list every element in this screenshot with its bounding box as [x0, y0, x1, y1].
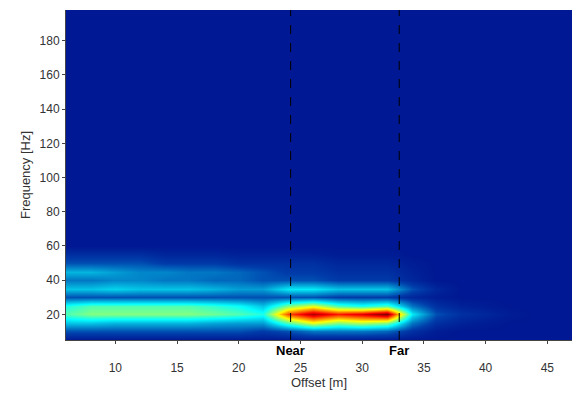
svg-text:25: 25 [294, 361, 308, 375]
svg-text:40: 40 [46, 273, 60, 287]
svg-text:180: 180 [40, 34, 60, 48]
svg-text:Frequency [Hz]: Frequency [Hz] [18, 131, 33, 219]
svg-text:30: 30 [356, 361, 370, 375]
svg-text:40: 40 [479, 361, 493, 375]
svg-text:35: 35 [417, 361, 431, 375]
svg-text:Far: Far [389, 343, 409, 358]
svg-text:Offset [m]: Offset [m] [291, 375, 347, 390]
svg-text:80: 80 [46, 205, 60, 219]
svg-text:20: 20 [46, 308, 60, 322]
svg-text:20: 20 [232, 361, 246, 375]
svg-text:120: 120 [40, 137, 60, 151]
svg-text:Near: Near [276, 343, 305, 358]
svg-text:15: 15 [170, 361, 184, 375]
svg-text:100: 100 [40, 171, 60, 185]
svg-text:45: 45 [541, 361, 555, 375]
svg-text:10: 10 [109, 361, 123, 375]
svg-text:60: 60 [46, 239, 60, 253]
svg-text:140: 140 [40, 102, 60, 116]
svg-text:160: 160 [40, 68, 60, 82]
